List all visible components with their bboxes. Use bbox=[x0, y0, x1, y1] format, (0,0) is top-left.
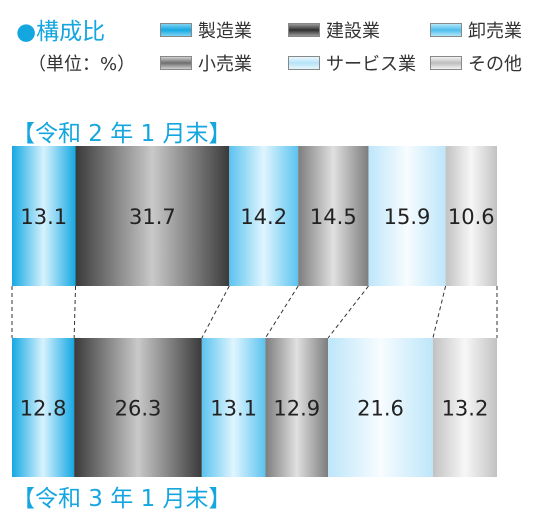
legend-swatch bbox=[430, 56, 462, 70]
data-label: 26.3 bbox=[115, 397, 162, 421]
data-label: 13.1 bbox=[210, 397, 257, 421]
legend-label: その他 bbox=[468, 54, 522, 75]
legend-swatch bbox=[288, 23, 320, 37]
legend-label: 製造業 bbox=[198, 21, 252, 42]
data-label: 21.6 bbox=[357, 397, 404, 421]
legend-item-services: サービス業 bbox=[288, 50, 416, 76]
chart-title: ●構成比 bbox=[16, 19, 106, 45]
connector-line bbox=[432, 285, 447, 339]
connector-line bbox=[201, 285, 230, 339]
data-label: 10.6 bbox=[448, 205, 495, 229]
connector-line bbox=[73, 285, 77, 339]
bar-segment bbox=[298, 146, 369, 286]
bar-segment bbox=[75, 146, 230, 286]
data-label: 31.7 bbox=[129, 205, 176, 229]
connector-line bbox=[265, 285, 299, 339]
bar-segment bbox=[265, 338, 329, 477]
bar-segment bbox=[328, 338, 433, 477]
bar-segment bbox=[74, 338, 202, 477]
unit-label: （単位：%） bbox=[28, 54, 136, 75]
data-label: 15.9 bbox=[384, 205, 431, 229]
legend-item-construction: 建設業 bbox=[288, 17, 380, 43]
legend-label: 建設業 bbox=[326, 21, 380, 42]
legend-item-wholesale: 卸売業 bbox=[430, 17, 522, 43]
bar-segment bbox=[12, 146, 76, 286]
legend-item-other: その他 bbox=[430, 50, 522, 76]
legend-swatch bbox=[160, 23, 192, 37]
bar-segment bbox=[229, 146, 299, 286]
data-label: 14.5 bbox=[310, 205, 357, 229]
legend-label: 小売業 bbox=[198, 54, 252, 75]
data-label: 12.8 bbox=[20, 397, 67, 421]
legend-swatch bbox=[288, 56, 320, 70]
bar-segment bbox=[432, 338, 497, 477]
bar-segment bbox=[201, 338, 266, 477]
legend-item-manufacturing: 製造業 bbox=[160, 17, 252, 43]
bar-segment bbox=[12, 338, 75, 477]
legend-label: サービス業 bbox=[326, 54, 416, 75]
bar-segment bbox=[368, 146, 446, 286]
legend-label: 卸売業 bbox=[468, 21, 522, 42]
bar-segment bbox=[445, 146, 497, 286]
data-label: 12.9 bbox=[273, 397, 320, 421]
legend-item-retail: 小売業 bbox=[160, 50, 252, 76]
legend-swatch bbox=[160, 56, 192, 70]
data-label: 13.1 bbox=[20, 205, 67, 229]
period-label-r2: 【令和 2 年 1 月末】 bbox=[12, 121, 232, 147]
legend-swatch bbox=[430, 23, 462, 37]
period-label-r3: 【令和 3 年 1 月末】 bbox=[12, 486, 232, 512]
data-label: 14.2 bbox=[240, 205, 287, 229]
connector-line bbox=[327, 285, 369, 339]
data-label: 13.2 bbox=[442, 397, 489, 421]
